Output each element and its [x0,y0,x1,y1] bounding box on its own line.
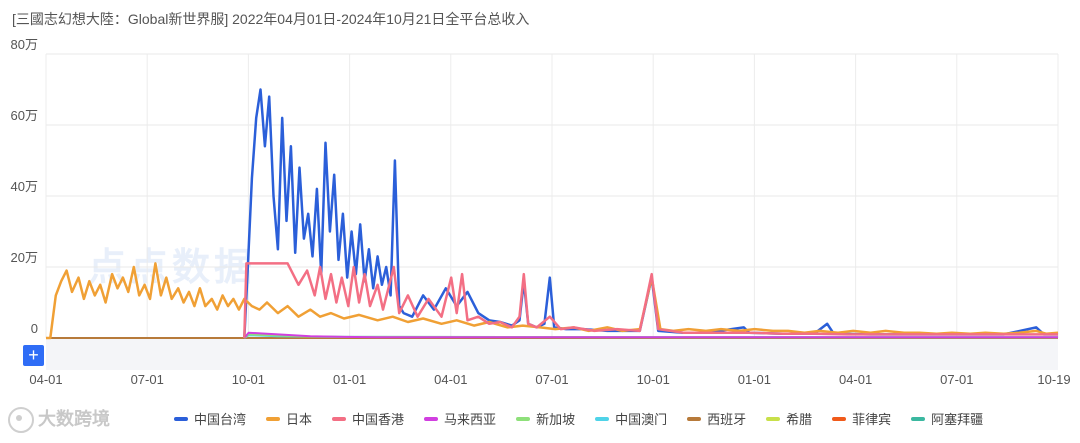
legend-swatch [595,416,610,421]
brand-icon [8,407,34,434]
series-line-2 [243,262,1058,339]
legend-item[interactable]: 日本 [266,409,312,428]
legend-item[interactable]: 菲律宾 [832,409,891,428]
x-axis-labels: 04-01 07-01 10-01 01-01 04-01 07-01 10-01 01-01… [29,372,1070,387]
legend-label: 中国台湾 [194,412,247,427]
legend-swatch [332,416,347,421]
zoom-track[interactable] [46,338,1058,370]
legend-item[interactable]: 新加坡 [516,409,575,428]
x-tick-label: 07-01 [940,372,973,387]
page-title: [三國志幻想大陸：Global新世界服] 2022年04月01日-2024年10… [12,11,530,27]
chart-legend: 中国台湾 日本 中国香港 马来西亚 新加坡 中国澳门 西班牙 希腊 菲律宾 阿塞拜疆 [174,409,1003,428]
y-axis-labels: 0 20万 40万 60万 80万 [11,37,38,336]
legend-swatch [174,416,188,421]
legend-label: 马来西亚 [444,412,497,427]
brand-text: 大数跨境 [38,409,110,429]
legend-label: 希腊 [786,412,813,427]
series-line-1 [46,262,1059,340]
x-tick-label: 10-01 [232,372,265,387]
x-tick-label: 01-01 [738,372,771,387]
legend-item[interactable]: 希腊 [766,409,812,428]
brand-logo: 大数跨境 [8,405,110,434]
legend-item[interactable]: 马来西亚 [424,409,496,428]
zoom-expand-button[interactable]: + [23,345,44,366]
legend-label: 中国香港 [352,412,405,427]
x-tick-label: 10-19 [1037,372,1070,387]
series-lines [46,88,1059,340]
y-tick-label: 60万 [11,108,38,123]
legend-swatch [266,416,281,421]
legend-item[interactable]: 中国澳门 [595,409,667,428]
legend-label: 日本 [286,412,313,427]
legend-swatch [424,416,439,421]
legend-swatch [687,416,702,421]
legend-swatch [766,416,781,421]
x-tick-label: 04-01 [839,372,872,387]
legend-item[interactable]: 阿塞拜疆 [911,409,983,428]
x-tick-label: 01-01 [333,372,366,387]
y-tick-label: 80万 [11,37,38,52]
x-tick-label: 07-01 [535,372,568,387]
legend-swatch [911,416,926,421]
legend-label: 菲律宾 [852,412,892,427]
y-tick-label: 40万 [11,179,38,194]
legend-item[interactable]: 中国台湾 [174,409,246,428]
series-line-0 [243,88,1058,339]
legend-item[interactable]: 西班牙 [687,409,746,428]
legend-swatch [516,416,531,421]
series-line-3 [243,331,1058,339]
y-tick-label: 0 [31,321,38,336]
x-tick-label: 07-01 [131,372,164,387]
x-tick-label: 04-01 [29,372,62,387]
legend-label: 中国澳门 [615,412,668,427]
y-tick-label: 20万 [11,250,38,265]
legend-label: 新加坡 [536,412,576,427]
x-tick-label: 10-01 [637,372,670,387]
legend-label: 阿塞拜疆 [931,412,984,427]
x-tick-label: 04-01 [434,372,467,387]
legend-swatch [832,416,847,421]
legend-item[interactable]: 中国香港 [332,409,404,428]
legend-label: 西班牙 [707,412,747,427]
